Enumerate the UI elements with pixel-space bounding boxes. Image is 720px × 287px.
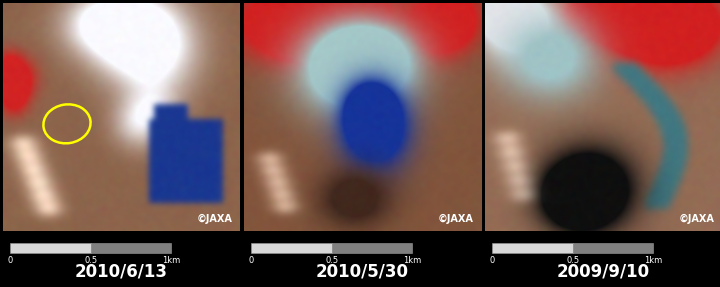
Text: 0.5: 0.5	[566, 256, 580, 265]
Text: 0.5: 0.5	[84, 256, 97, 265]
Text: 0: 0	[490, 256, 495, 265]
Text: 1km: 1km	[644, 256, 662, 265]
Bar	[332, 243, 413, 253]
Bar	[572, 243, 653, 253]
Bar	[492, 243, 572, 253]
Text: 1km: 1km	[162, 256, 181, 265]
Text: ©JAXA: ©JAXA	[679, 214, 715, 224]
Text: 2009/9/10: 2009/9/10	[557, 262, 650, 280]
Text: ©JAXA: ©JAXA	[197, 214, 233, 224]
Bar	[251, 243, 332, 253]
Text: ©JAXA: ©JAXA	[438, 214, 474, 224]
Text: 2010/5/30: 2010/5/30	[316, 262, 409, 280]
Bar	[91, 243, 171, 253]
Text: 1km: 1km	[403, 256, 421, 265]
Text: 0.5: 0.5	[325, 256, 338, 265]
Text: 2010/6/13: 2010/6/13	[75, 262, 168, 280]
Text: 0: 0	[7, 256, 13, 265]
Text: 0: 0	[248, 256, 253, 265]
Bar	[10, 243, 91, 253]
